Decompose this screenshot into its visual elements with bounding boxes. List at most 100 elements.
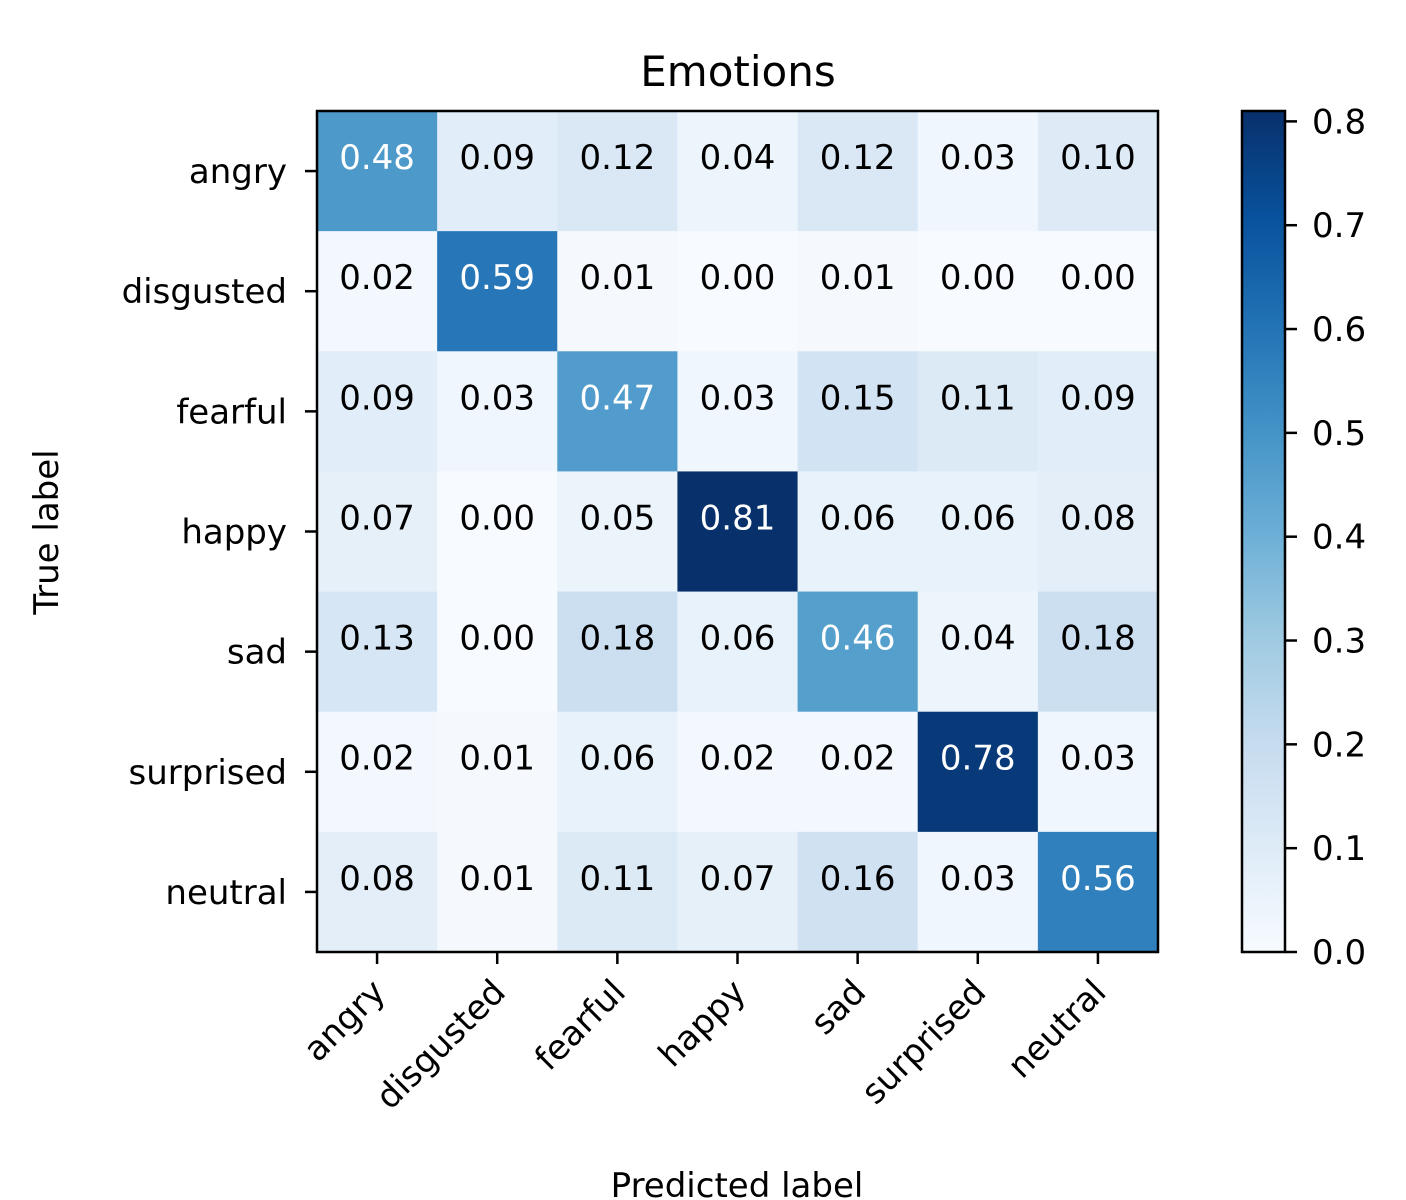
cell-value-label: 0.59 bbox=[459, 258, 535, 298]
y-tick-label: fearful bbox=[176, 392, 287, 432]
colorbar-tick-label: 0.7 bbox=[1312, 206, 1366, 246]
cell-value-label: 0.01 bbox=[820, 258, 896, 298]
colorbar-tick-label: 0.0 bbox=[1312, 933, 1366, 973]
y-tick-label: sad bbox=[227, 633, 287, 673]
cell-value-label: 0.05 bbox=[580, 498, 656, 538]
heatmap-cell bbox=[437, 831, 558, 953]
heatmap-cell bbox=[677, 231, 799, 352]
heatmap-cell bbox=[677, 351, 799, 472]
cell-value-label: 0.18 bbox=[580, 619, 656, 659]
x-tick-label: sad bbox=[803, 972, 874, 1043]
colorbar-tick-label: 0.4 bbox=[1312, 518, 1366, 558]
cell-value-label: 0.06 bbox=[940, 498, 1016, 538]
heatmap-cell bbox=[917, 711, 1039, 833]
x-axis-label: Predicted label bbox=[611, 1166, 864, 1200]
heatmap-cell bbox=[317, 111, 438, 232]
heatmap-cell bbox=[317, 711, 438, 833]
cell-value-label: 0.01 bbox=[580, 258, 656, 298]
cell-value-label: 0.47 bbox=[580, 378, 656, 418]
heatmap-cell bbox=[677, 831, 799, 953]
heatmap-cell bbox=[437, 111, 558, 232]
heatmap-cell bbox=[917, 111, 1039, 232]
heatmap-cell bbox=[677, 591, 799, 713]
y-axis-label: True label bbox=[27, 449, 67, 615]
heatmap-cell bbox=[917, 351, 1039, 472]
heatmap-cell bbox=[317, 831, 438, 953]
heatmap-cell bbox=[557, 351, 678, 472]
cell-value-label: 0.02 bbox=[700, 739, 776, 779]
cell-value-label: 0.12 bbox=[580, 138, 656, 178]
heatmap-cells bbox=[317, 111, 1159, 953]
heatmap-cell bbox=[1037, 831, 1159, 953]
y-tick-label: neutral bbox=[165, 873, 287, 913]
y-tick-label: happy bbox=[181, 513, 287, 553]
x-tick-label: happy bbox=[651, 972, 754, 1075]
heatmap-cell bbox=[1037, 231, 1159, 352]
heatmap-cell bbox=[917, 231, 1039, 352]
x-tick-label: neutral bbox=[1000, 972, 1114, 1086]
heatmap-cell bbox=[677, 711, 799, 833]
x-tick-label: angry bbox=[296, 972, 394, 1070]
colorbar-gradient bbox=[1240, 109, 1287, 954]
heatmap-cell bbox=[1037, 351, 1159, 472]
cell-value-label: 0.07 bbox=[339, 498, 415, 538]
colorbar-tick-label: 0.6 bbox=[1312, 310, 1366, 350]
heatmap-cell bbox=[437, 471, 558, 593]
colorbar: 0.0 0.1 0.2 0.3 0.4 0.5 0.6 0.7 0.8 bbox=[1240, 102, 1366, 973]
cell-value-label: 0.03 bbox=[459, 378, 535, 418]
heatmap-cell bbox=[437, 231, 558, 352]
y-axis-ticks: angry disgusted fearful happy sad surprised ne… bbox=[122, 152, 317, 913]
cell-value-label: 0.01 bbox=[459, 739, 535, 779]
heatmap-cell bbox=[557, 111, 678, 232]
y-tick-label: surprised bbox=[129, 753, 287, 793]
heatmap-cell bbox=[1037, 111, 1159, 232]
heatmap-cell bbox=[677, 471, 799, 593]
x-tick-label: disgusted bbox=[368, 972, 513, 1117]
cell-value-label: 0.12 bbox=[820, 138, 896, 178]
cell-value-label: 0.03 bbox=[940, 138, 1016, 178]
heatmap-cell bbox=[437, 711, 558, 833]
cell-value-label: 0.08 bbox=[339, 859, 415, 899]
heatmap-cell bbox=[917, 591, 1039, 713]
heatmap-cell bbox=[797, 471, 919, 593]
cell-value-label: 0.09 bbox=[339, 378, 415, 418]
heatmap-cell bbox=[797, 711, 919, 833]
cell-value-label: 0.02 bbox=[339, 258, 415, 298]
heatmap-cell bbox=[797, 591, 919, 713]
cell-value-label: 0.13 bbox=[339, 619, 415, 659]
cell-value-label: 0.00 bbox=[940, 258, 1016, 298]
cell-value-label: 0.16 bbox=[820, 859, 896, 899]
colorbar-tick-label: 0.5 bbox=[1312, 414, 1366, 454]
cell-value-label: 0.06 bbox=[820, 498, 896, 538]
cell-value-label: 0.11 bbox=[580, 859, 656, 899]
heatmap-cell bbox=[557, 591, 678, 713]
heatmap-cell bbox=[797, 831, 919, 953]
heatmap-cell bbox=[1037, 471, 1159, 593]
heatmap-cell bbox=[437, 351, 558, 472]
cell-value-label: 0.18 bbox=[1060, 619, 1136, 659]
heatmap-cell bbox=[797, 351, 919, 472]
cell-value-label: 0.56 bbox=[1060, 859, 1136, 899]
cell-value-label: 0.07 bbox=[700, 859, 776, 899]
cell-value-label: 0.10 bbox=[1060, 138, 1136, 178]
cell-value-label: 0.00 bbox=[1060, 258, 1136, 298]
heatmap-cell bbox=[317, 591, 438, 713]
y-tick-label: disgusted bbox=[122, 272, 287, 312]
heatmap-cell bbox=[797, 111, 919, 232]
cell-value-label: 0.78 bbox=[940, 739, 1016, 779]
cell-value-label: 0.46 bbox=[820, 619, 896, 659]
chart-title: Emotions bbox=[640, 47, 835, 96]
x-tick-label: surprised bbox=[854, 972, 994, 1112]
cell-value-label: 0.00 bbox=[459, 498, 535, 538]
heatmap-cell bbox=[557, 231, 678, 352]
heatmap-cell bbox=[557, 831, 678, 953]
cell-value-label: 0.04 bbox=[700, 138, 776, 178]
heatmap-cell bbox=[557, 711, 678, 833]
heatmap-cell bbox=[1037, 591, 1159, 713]
colorbar-ticks: 0.0 0.1 0.2 0.3 0.4 0.5 0.6 0.7 0.8 bbox=[1285, 102, 1366, 973]
cell-value-label: 0.81 bbox=[700, 498, 776, 538]
heatmap-cell bbox=[317, 351, 438, 472]
heatmap-cell-labels: 0.48 0.09 0.12 0.04 0.12 0.03 0.10 0.02 0.59 0.01… bbox=[339, 138, 1136, 899]
